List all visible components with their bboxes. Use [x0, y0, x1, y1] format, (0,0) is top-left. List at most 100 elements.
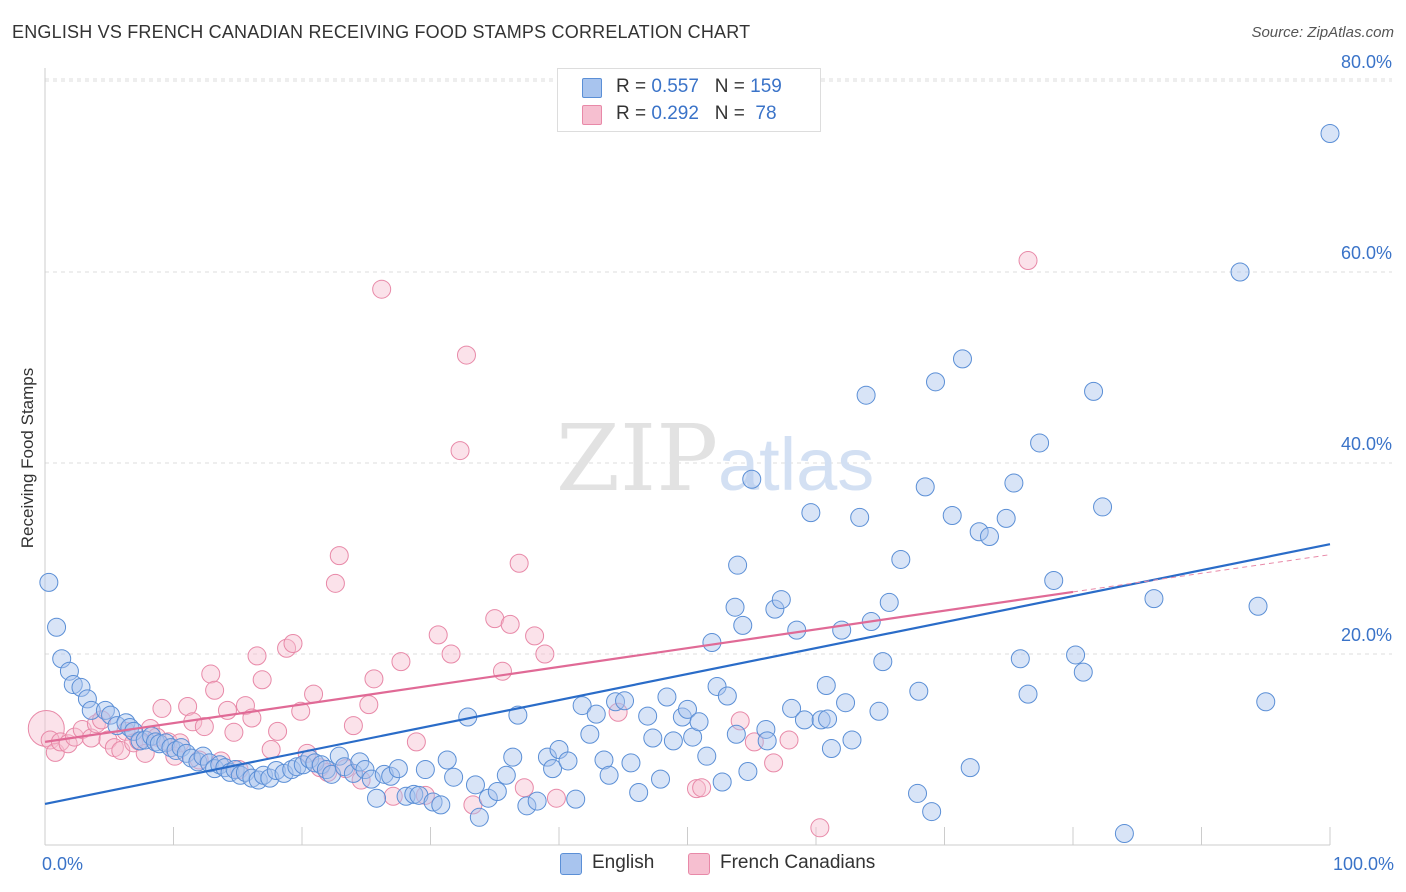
data-point-english [503, 747, 523, 767]
legend-n-label: N = [714, 103, 751, 124]
data-point-english [1320, 124, 1340, 144]
data-point-english [282, 760, 302, 780]
y-tick-label: 40.0% [1341, 434, 1392, 454]
trend-line-english [44, 543, 1331, 806]
data-point-english [71, 677, 91, 697]
data-point-english [305, 753, 325, 773]
data-point-english [856, 385, 876, 405]
y-tick-label: 80.0% [1341, 52, 1392, 72]
data-point-english [891, 549, 911, 569]
data-point-english [651, 769, 671, 789]
data-point-english [726, 724, 746, 744]
legend-r-label: R = [616, 76, 652, 97]
data-point-french-canadians [283, 633, 303, 653]
data-point-french-canadians [535, 644, 555, 664]
data-point-english [979, 527, 999, 547]
data-point-french-canadians [514, 778, 534, 798]
data-point-english [437, 750, 457, 770]
data-point-french-canadians [810, 818, 830, 838]
data-point-english [712, 772, 732, 792]
data-point-english [423, 792, 443, 812]
data-point-english [63, 675, 83, 695]
data-point-english [996, 508, 1016, 528]
data-point-french-canadians [686, 779, 706, 799]
legend-n-value: 159 [750, 76, 782, 97]
data-point-english [586, 704, 606, 724]
data-point-english [130, 731, 150, 751]
data-point-english [1010, 649, 1030, 669]
data-point-english [1248, 596, 1268, 616]
data-point-english [599, 765, 619, 785]
data-point-english [517, 796, 537, 816]
legend-r-value: 0.292 [651, 103, 699, 124]
data-point-french-canadians [235, 696, 255, 716]
data-point-english [594, 750, 614, 770]
data-point-french-canadians [1018, 251, 1038, 271]
data-point-english [465, 775, 485, 795]
legend-swatch-english [582, 78, 602, 98]
data-point-english [801, 503, 821, 523]
data-point-french-canadians [500, 614, 520, 634]
legend-n-label: N = [714, 76, 751, 97]
data-point-english [771, 590, 791, 610]
data-point-french-canadians [343, 716, 363, 736]
data-point-english [842, 730, 862, 750]
bottom-legend-swatch-english [560, 853, 582, 875]
data-point-french-canadians [359, 695, 379, 715]
bottom-legend-label-english: English [592, 852, 655, 873]
data-point-english [952, 349, 972, 369]
data-point-english [361, 769, 381, 789]
data-point-english [725, 597, 745, 617]
y-tick-label: 60.0% [1341, 243, 1392, 263]
data-point-french-canadians [178, 697, 198, 717]
stats-legend: R = 0.557 N = 159 R = 0.292 N = 78 [557, 68, 821, 132]
data-point-english [1066, 645, 1086, 665]
data-point-english [171, 738, 191, 758]
trend-line-french-canadians [44, 590, 1074, 743]
y-tick-label: 20.0% [1341, 625, 1392, 645]
data-point-french-canadians [492, 661, 512, 681]
data-point-english [355, 760, 375, 780]
data-point-french-canadians [252, 670, 272, 690]
data-point-french-canadians [242, 708, 262, 728]
data-point-english [77, 689, 97, 709]
data-point-english [621, 753, 641, 773]
data-point-french-canadians [201, 664, 221, 684]
tick-labels: 20.0% 40.0% 60.0% 80.0% 0.0% 100.0% [42, 52, 1394, 874]
watermark-atlas: atlas [718, 423, 874, 506]
data-point-english [558, 751, 578, 771]
data-point-english [81, 700, 101, 720]
data-point-english [404, 784, 424, 804]
data-point-french-canadians [509, 553, 529, 573]
data-point-english [415, 760, 435, 780]
data-point-english [678, 699, 697, 719]
data-point-french-canadians [525, 626, 545, 646]
data-point-english [572, 696, 592, 716]
data-point-french-canadians [329, 546, 349, 566]
data-point-english [969, 522, 989, 542]
data-point-english [266, 761, 286, 781]
data-point-english [329, 746, 349, 766]
data-point-english [580, 724, 600, 744]
data-point-english [615, 691, 635, 711]
data-point-english [879, 592, 899, 612]
data-point-english [873, 652, 893, 672]
data-point-french-canadians [247, 646, 267, 666]
legend-text-french: R = 0.292 N = 78 [616, 103, 777, 125]
x-tick-label-min: 0.0% [42, 854, 83, 874]
data-point-english [444, 767, 464, 787]
watermark: ZIP atlas [556, 405, 874, 512]
data-point-french-canadians [304, 684, 324, 704]
data-point-english [149, 734, 169, 754]
data-point-english [689, 712, 709, 732]
data-point-french-canadians [372, 279, 392, 299]
data-point-english [782, 698, 802, 718]
data-point-english [908, 783, 928, 803]
data-point-french-canadians [391, 652, 411, 672]
data-point-english [915, 477, 935, 497]
data-point-english [742, 469, 762, 489]
data-point-english [230, 765, 250, 785]
data-point-english [697, 746, 717, 766]
data-point-english [409, 785, 429, 805]
